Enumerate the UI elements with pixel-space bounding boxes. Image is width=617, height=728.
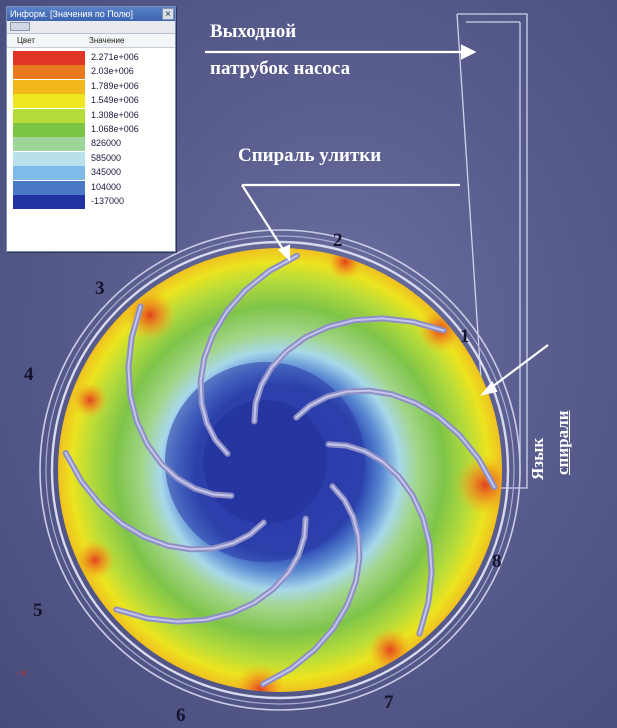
legend-value: 2.271e+006	[91, 52, 139, 62]
legend-swatch	[13, 65, 85, 80]
legend-value: 1.308e+006	[91, 109, 139, 120]
legend-window[interactable]: Информ. [Значения по Полю] × Цвет Значен…	[6, 6, 176, 252]
outlet-label-line1: Выходной	[210, 21, 297, 42]
impeller-blade-highlight	[262, 485, 361, 686]
outlet-label-line2: патрубок насоса	[210, 58, 351, 79]
legend-row: 1.549e+006	[13, 94, 169, 109]
legend-row: 826000	[13, 137, 169, 152]
legend-header-color: Цвет	[17, 36, 35, 45]
section-number-4: 4	[24, 364, 34, 385]
legend-row: 585000	[13, 151, 169, 166]
section-number-8: 8	[492, 551, 502, 572]
legend-tool-button[interactable]	[10, 22, 30, 31]
legend-row: -137000	[13, 194, 169, 209]
section-number-6: 6	[176, 705, 186, 726]
legend-header-value: Значение	[89, 36, 125, 45]
legend-swatch	[13, 151, 85, 166]
legend-row: 345000	[13, 166, 169, 181]
impeller-blade-highlight	[115, 517, 307, 623]
volute-label: Спираль улитки	[238, 145, 382, 166]
legend-row: 2.03e+006	[13, 65, 169, 80]
close-icon[interactable]: ×	[162, 8, 174, 20]
legend-value: 1.549e+006	[91, 95, 139, 106]
impeller-blade-highlight	[295, 389, 496, 488]
legend-swatch	[13, 166, 85, 181]
legend-value: 585000	[91, 152, 122, 163]
leader-arrows	[205, 44, 549, 396]
legend-swatch	[13, 137, 85, 152]
legend-swatch	[13, 51, 85, 65]
legend-value: 1.068e+006	[91, 123, 139, 134]
tongue-label-line1: Язык	[528, 437, 547, 480]
legend-swatch	[13, 79, 85, 94]
legend-value: 826000	[91, 138, 122, 149]
legend-value: 104000	[91, 181, 122, 192]
impeller-blade-highlight	[127, 305, 233, 497]
tongue-label-line2: спирали	[553, 410, 572, 475]
legend-toolbar	[7, 21, 175, 34]
section-number-3: 3	[95, 278, 105, 299]
legend-value: -137000	[91, 195, 125, 206]
legend-row: 1.068e+006	[13, 122, 169, 137]
legend-rows: 2.271e+006 2.03e+006 1.789e+006 1.549e+006 1…	[13, 51, 169, 209]
impeller-blades	[62, 252, 498, 688]
legend-swatch	[13, 180, 85, 195]
legend-title: Информ. [Значения по Полю]	[10, 9, 133, 19]
impeller-blade-highlight	[253, 317, 445, 423]
section-number-2: 2	[333, 230, 343, 251]
legend-swatch	[13, 122, 85, 137]
section-number-1: 1	[460, 326, 470, 347]
volute-casing	[39, 229, 521, 711]
axis-marker: -×	[16, 668, 28, 679]
legend-swatch	[13, 94, 85, 109]
impeller-blade-highlight	[327, 443, 433, 635]
legend-row: 1.308e+006	[13, 108, 169, 123]
impeller-blade-highlight	[199, 254, 298, 455]
legend-row: 1.789e+006	[13, 79, 169, 94]
legend-value: 2.03e+006	[91, 66, 134, 77]
section-number-7: 7	[384, 692, 394, 713]
legend-swatch	[13, 194, 85, 209]
section-number-5: 5	[33, 600, 43, 621]
legend-row: 104000	[13, 180, 169, 195]
legend-titlebar[interactable]: Информ. [Значения по Полю] ×	[7, 7, 175, 21]
legend-value: 1.789e+006	[91, 80, 139, 91]
legend-header: Цвет Значение	[7, 34, 175, 48]
legend-swatch	[13, 108, 85, 123]
impeller-blade-highlight	[64, 452, 265, 551]
legend-row: 2.271e+006	[13, 51, 169, 65]
legend-value: 345000	[91, 167, 122, 178]
